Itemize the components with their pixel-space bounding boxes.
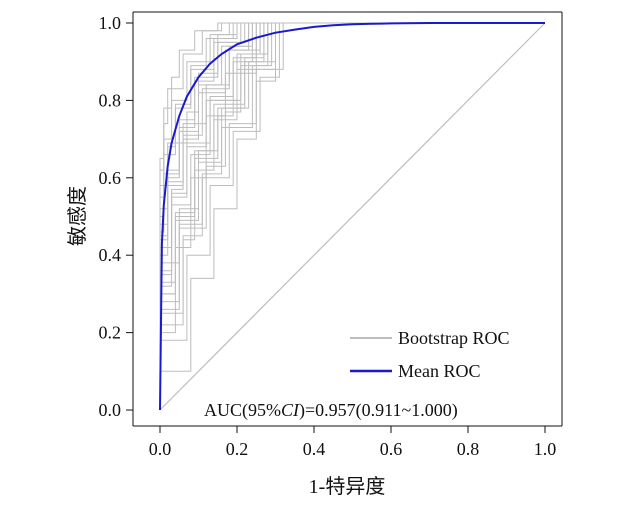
reference-diagonal — [159, 22, 546, 411]
y-axis-ticks: 0.0 0.2 0.4 0.6 0.8 1.0 — [99, 13, 133, 420]
x-tick-label: 1.0 — [534, 439, 557, 459]
x-axis-label: 1-特异度 — [309, 475, 386, 498]
bootstrap-roc-curve — [159, 22, 545, 410]
legend: Bootstrap ROC Mean ROC — [342, 324, 552, 382]
bootstrap-roc-curve — [159, 22, 545, 410]
legend-label-mean: Mean ROC — [398, 361, 481, 381]
axes — [132, 11, 563, 427]
auc-prefix: AUC(95% — [204, 400, 281, 421]
bootstrap-roc-curve — [159, 22, 545, 410]
auc-ci-label: CI — [281, 400, 300, 420]
bootstrap-roc-curve — [159, 22, 545, 410]
auc-suffix: )=0.957(0.911~1.000) — [299, 400, 458, 421]
bootstrap-roc-curve — [159, 22, 545, 410]
x-tick-label: 0.0 — [149, 439, 172, 459]
bootstrap-roc-curve — [159, 22, 545, 410]
auc-annotation: AUC(95%CI)=0.957(0.911~1.000) — [204, 400, 458, 421]
bootstrap-roc-curve — [159, 22, 545, 410]
bootstrap-roc-curve — [159, 22, 545, 410]
y-axis-label: 敏感度 — [66, 186, 89, 246]
legend-background — [342, 324, 552, 382]
mean-roc-curve — [159, 22, 545, 411]
y-tick-label: 0.8 — [99, 90, 122, 110]
y-tick-label: 0.2 — [99, 323, 122, 343]
bootstrap-roc-curves — [159, 22, 545, 410]
legend-label-bootstrap: Bootstrap ROC — [398, 328, 510, 348]
y-tick-label: 0.4 — [99, 245, 122, 265]
y-tick-label: 1.0 — [99, 13, 122, 33]
x-tick-label: 0.2 — [226, 439, 249, 459]
x-tick-label: 0.6 — [380, 439, 403, 459]
y-tick-label: 0.6 — [99, 168, 122, 188]
x-axis-ticks: 0.0 0.2 0.4 0.6 0.8 1.0 — [149, 426, 557, 459]
y-tick-label: 0.0 — [99, 400, 122, 420]
x-tick-label: 0.4 — [303, 439, 326, 459]
x-tick-label: 0.8 — [457, 439, 480, 459]
